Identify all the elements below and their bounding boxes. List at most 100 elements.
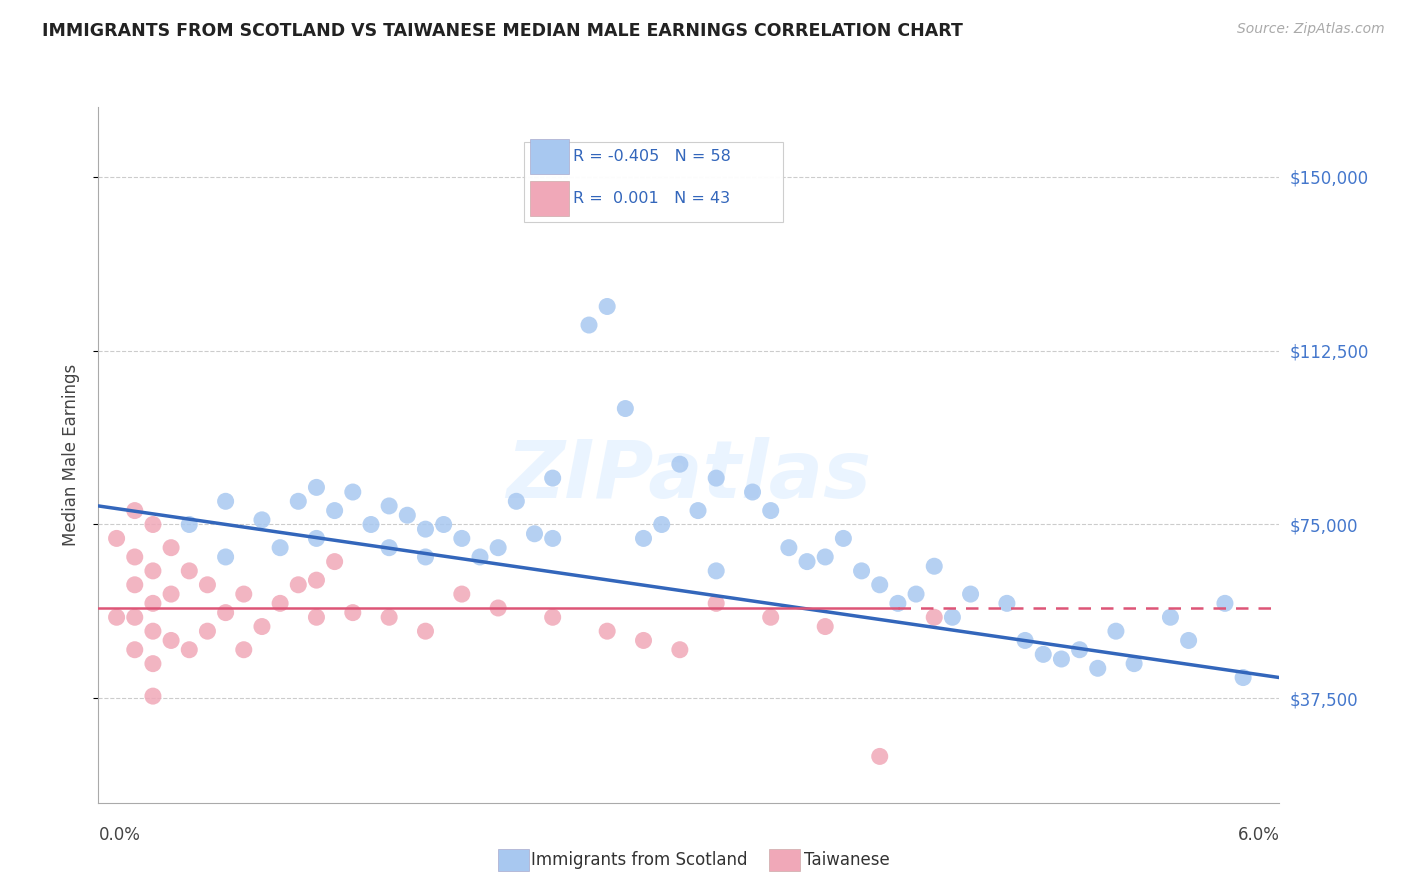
Point: [814, 549, 837, 564]
Point: [633, 532, 655, 546]
Point: [1213, 596, 1236, 610]
Point: [887, 596, 910, 610]
Point: [614, 401, 637, 416]
Point: [1177, 633, 1199, 648]
Point: [686, 503, 709, 517]
Point: [323, 555, 346, 569]
Point: [160, 633, 183, 648]
Point: [468, 549, 491, 564]
Point: [759, 610, 782, 624]
Point: [197, 578, 219, 592]
Point: [214, 606, 236, 620]
Text: Taiwanese: Taiwanese: [804, 851, 890, 869]
Point: [633, 633, 655, 648]
Point: [360, 517, 382, 532]
Point: [305, 610, 328, 624]
Point: [305, 532, 328, 546]
Point: [1123, 657, 1146, 671]
Point: [269, 596, 291, 610]
Point: [160, 587, 183, 601]
Point: [541, 471, 564, 485]
Point: [433, 517, 456, 532]
Point: [778, 541, 800, 555]
Point: [759, 503, 782, 517]
Point: [287, 494, 309, 508]
Text: IMMIGRANTS FROM SCOTLAND VS TAIWANESE MEDIAN MALE EARNINGS CORRELATION CHART: IMMIGRANTS FROM SCOTLAND VS TAIWANESE ME…: [42, 22, 963, 40]
Point: [250, 513, 273, 527]
Point: [1032, 648, 1054, 662]
Text: Source: ZipAtlas.com: Source: ZipAtlas.com: [1237, 22, 1385, 37]
Point: [486, 541, 509, 555]
Point: [959, 587, 981, 601]
Point: [596, 624, 619, 639]
Point: [523, 526, 546, 541]
Point: [869, 749, 891, 764]
Y-axis label: Median Male Earnings: Median Male Earnings: [62, 364, 80, 546]
Text: 0.0%: 0.0%: [98, 826, 141, 844]
Text: ZIPatlas: ZIPatlas: [506, 437, 872, 515]
Point: [922, 559, 945, 574]
Point: [124, 503, 146, 517]
Point: [1105, 624, 1128, 639]
Point: [287, 578, 309, 592]
Point: [704, 564, 727, 578]
Point: [124, 578, 146, 592]
Point: [486, 601, 509, 615]
Point: [197, 624, 219, 639]
Point: [250, 619, 273, 633]
Point: [1159, 610, 1181, 624]
Point: [541, 532, 564, 546]
Point: [851, 564, 873, 578]
Point: [1069, 642, 1091, 657]
Point: [415, 624, 437, 639]
Text: Immigrants from Scotland: Immigrants from Scotland: [531, 851, 748, 869]
Point: [704, 471, 727, 485]
Point: [1232, 671, 1254, 685]
Point: [596, 300, 619, 314]
Point: [541, 610, 564, 624]
Point: [704, 596, 727, 610]
Point: [305, 480, 328, 494]
Point: [105, 610, 128, 624]
Point: [505, 494, 527, 508]
Point: [415, 522, 437, 536]
Point: [232, 642, 254, 657]
Point: [669, 457, 692, 471]
Point: [814, 619, 837, 633]
Point: [1050, 652, 1073, 666]
Point: [269, 541, 291, 555]
Text: R = -0.405   N = 58: R = -0.405 N = 58: [574, 149, 731, 164]
Point: [450, 532, 472, 546]
Point: [905, 587, 928, 601]
Point: [179, 642, 201, 657]
Point: [142, 564, 165, 578]
Point: [124, 549, 146, 564]
Point: [1014, 633, 1036, 648]
Point: [922, 610, 945, 624]
Point: [179, 517, 201, 532]
Point: [342, 606, 364, 620]
Point: [741, 485, 763, 500]
Point: [105, 532, 128, 546]
Text: R =  0.001   N = 43: R = 0.001 N = 43: [574, 191, 730, 206]
Point: [305, 573, 328, 587]
Point: [995, 596, 1018, 610]
Point: [232, 587, 254, 601]
Point: [142, 657, 165, 671]
Point: [378, 610, 401, 624]
Point: [214, 494, 236, 508]
Point: [796, 555, 818, 569]
Point: [415, 549, 437, 564]
Point: [378, 541, 401, 555]
Point: [378, 499, 401, 513]
Point: [179, 564, 201, 578]
Point: [396, 508, 419, 523]
Point: [941, 610, 963, 624]
Point: [142, 596, 165, 610]
Text: 6.0%: 6.0%: [1237, 826, 1279, 844]
Point: [869, 578, 891, 592]
Point: [1087, 661, 1109, 675]
Point: [142, 517, 165, 532]
Point: [142, 624, 165, 639]
Point: [214, 549, 236, 564]
